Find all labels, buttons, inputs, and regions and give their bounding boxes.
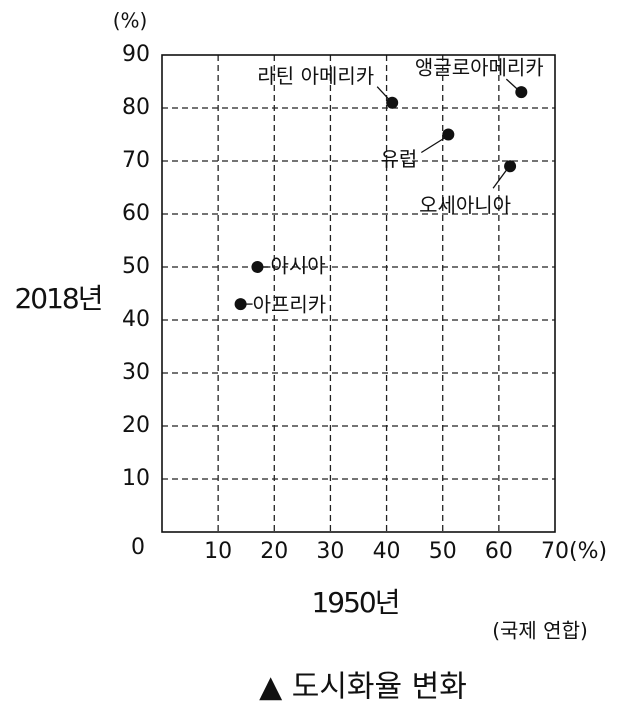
y-tick-label: 0 bbox=[131, 535, 145, 560]
point bbox=[251, 261, 264, 273]
y-tick-label: 50 bbox=[122, 254, 150, 279]
x-tick-label: 50 bbox=[429, 539, 457, 564]
x-tick-label: 60 bbox=[485, 539, 513, 564]
y-tick-label: 70 bbox=[122, 148, 150, 173]
point-label: 아프리카 bbox=[253, 293, 327, 317]
y-unit: (%) bbox=[113, 9, 148, 33]
leader-line bbox=[505, 78, 518, 90]
leader-line bbox=[420, 136, 446, 154]
y-tick-label: 20 bbox=[122, 413, 150, 438]
x-tick-label: 10 bbox=[204, 539, 232, 564]
point bbox=[386, 96, 399, 109]
y-axis-label: 2018년 bbox=[14, 282, 101, 315]
x-tick-label: 40 bbox=[373, 539, 401, 564]
point-label: 앵글로아메리카 bbox=[415, 56, 544, 80]
y-tick-label: 80 bbox=[122, 95, 150, 120]
plot-frame bbox=[161, 54, 556, 533]
x-tick-label: 30 bbox=[316, 539, 344, 564]
leader-line bbox=[492, 168, 508, 189]
point-label: 아시아 bbox=[270, 254, 325, 278]
point-label: 라틴 아메리카 bbox=[257, 64, 374, 88]
y-tick-label: 90 bbox=[122, 42, 150, 67]
x-tick-label: 20 bbox=[260, 539, 288, 564]
y-tick-label: 60 bbox=[122, 201, 150, 226]
y-tick-label: 10 bbox=[122, 466, 150, 491]
point bbox=[504, 160, 517, 173]
source: (국제 연합) bbox=[492, 619, 588, 643]
x-tick-label: 70(%) bbox=[541, 539, 607, 564]
point bbox=[234, 298, 247, 311]
y-tick-label: 30 bbox=[122, 360, 150, 385]
point-label: 오세아니아 bbox=[419, 193, 511, 217]
point bbox=[515, 86, 528, 99]
y-tick-label: 40 bbox=[122, 307, 150, 332]
leader-line bbox=[376, 86, 390, 101]
chart-title: ▲ 도시화율 변화 bbox=[259, 670, 467, 705]
point-label: 유럽 bbox=[381, 147, 418, 171]
point bbox=[442, 128, 455, 141]
x-axis-label: 1950년 bbox=[311, 586, 398, 619]
